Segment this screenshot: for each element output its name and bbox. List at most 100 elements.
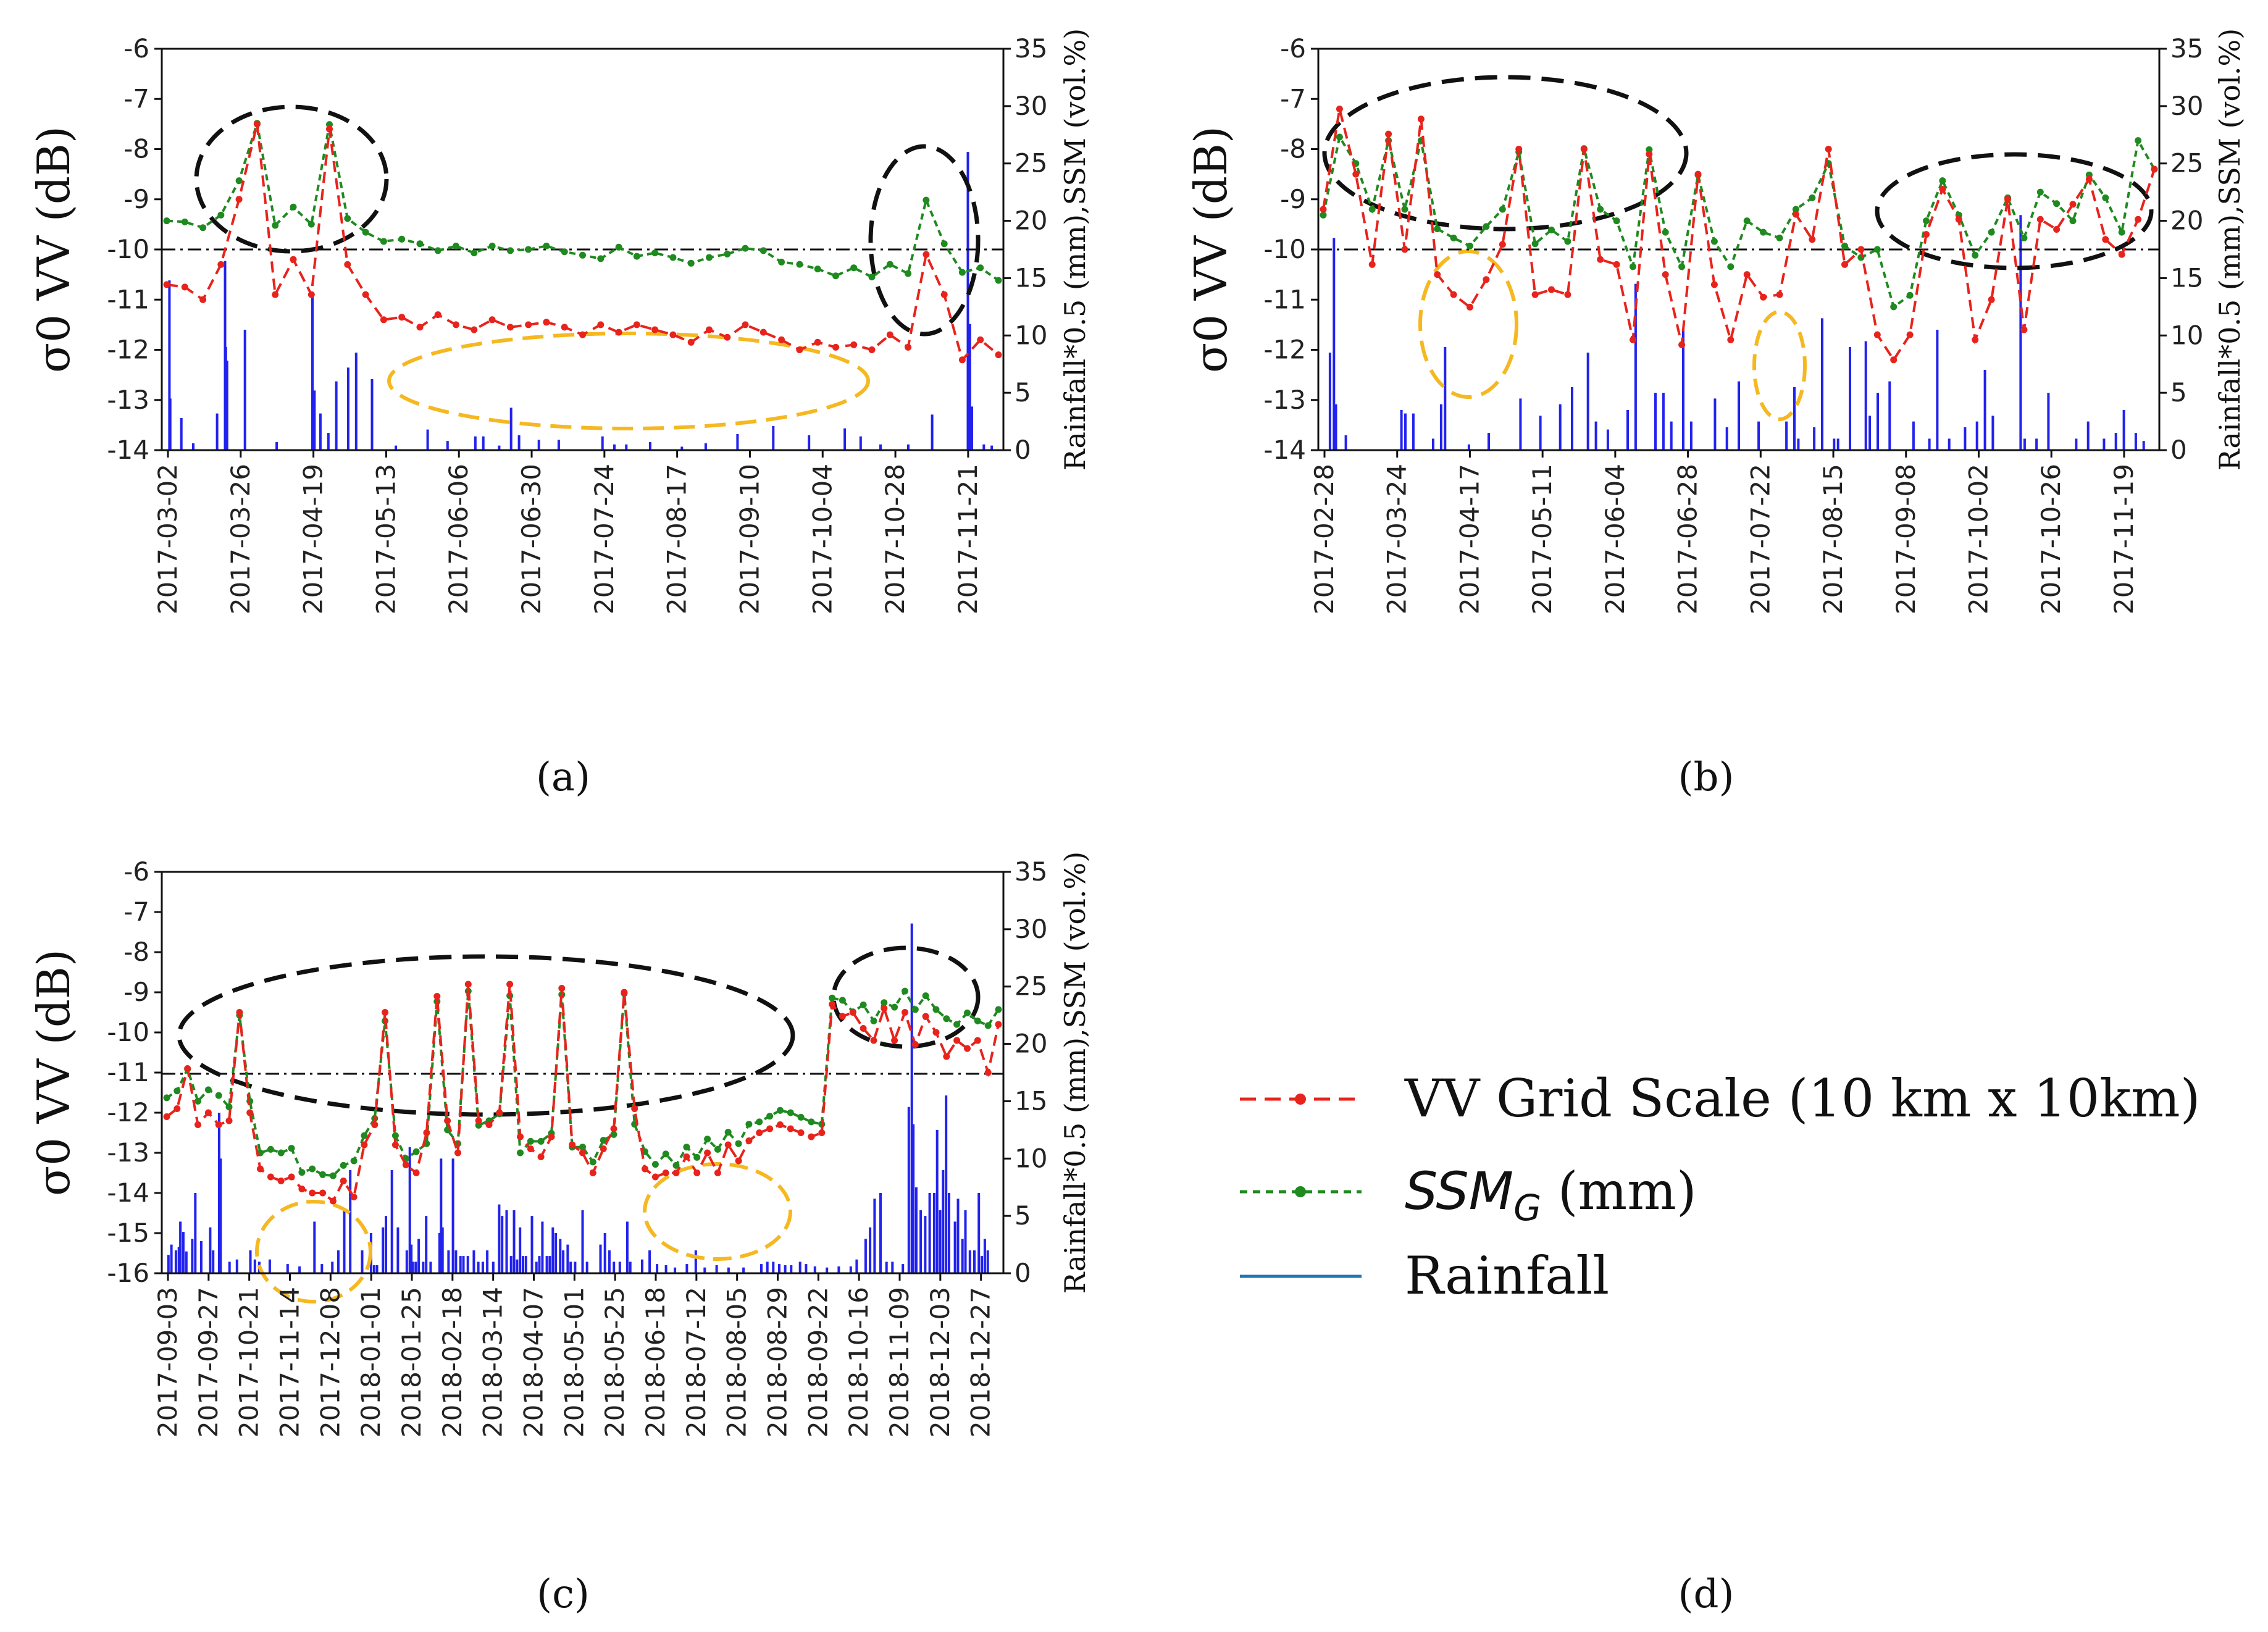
y-tick-label: -10 [107,234,149,264]
ssm-point [706,254,713,261]
vv-point [1467,303,1473,311]
rainfall-bar [907,1107,910,1273]
rainfall-bar [313,1221,316,1273]
ssm-point [181,218,188,225]
ssm-point [434,247,441,254]
rainfall-bar [1654,393,1657,450]
rainfall-bar [826,1267,829,1273]
rainfall-bar [1662,393,1665,450]
vv-point [1320,206,1327,213]
rainfall-bar [727,1267,730,1273]
y2-tick-label: 20 [1015,206,1047,236]
rainfall-bar [1714,398,1717,450]
vv-point [631,1105,638,1112]
rainfall-bar [935,1129,939,1273]
ssm-point [714,1145,721,1153]
rainfall-bar [772,426,775,450]
rainfall-bar [354,353,358,450]
rainfall-bar [601,436,604,450]
rainfall-bar [179,1221,182,1273]
ssm-point [350,1157,358,1165]
panel-b-vv [1320,106,2158,364]
rainfall-bar [320,1264,324,1273]
vv-point [257,1165,264,1173]
vv-point [309,1189,316,1197]
ssm-point [1434,225,1441,233]
ssm-point [199,224,207,232]
y2-tick-label: 20 [1015,1029,1047,1059]
vv-point [308,291,315,298]
rainfall-bar [1334,404,1337,450]
ssm-point [683,1144,690,1151]
rainfall-bar [228,1262,231,1273]
rainfall-bar [953,1221,956,1273]
ssm-point [1727,263,1734,270]
vv-point [288,1173,295,1181]
x-tick-label: 2017-09-03 [153,1287,183,1437]
ssm-point [886,261,893,268]
ssm-point [1873,246,1881,253]
x-tick-label: 2018-10-16 [843,1287,874,1437]
rainfall-bar [513,1210,516,1273]
rainfall-bar [879,444,882,450]
vv-point [361,1141,368,1149]
rainfall-bar [422,1262,425,1273]
ssm-point [1613,217,1620,225]
ssm-point [1776,234,1783,241]
vv-point [735,1157,742,1165]
x-tick-label: 2017-10-21 [234,1287,264,1437]
rainfall-bar [414,1262,417,1273]
ssm-point [1939,177,1946,185]
ssm-point [850,264,858,272]
orange-ellipse [643,1162,792,1261]
ssm-point [745,1121,753,1128]
rainfall-bar [275,442,278,450]
rainfall-bar [613,444,616,450]
ssm-line [1322,133,2156,309]
ssm-point [633,253,640,260]
rainfall-bar [505,1210,508,1273]
rainfall-bar [519,1227,522,1273]
y-tick-label: -10 [107,1017,149,1047]
rainfall-bar [212,1250,215,1273]
vv-point [1743,271,1751,278]
rainfall-bar [919,1210,923,1273]
rainfall-bar [466,1256,469,1273]
rainfall-bar [2019,215,2022,450]
vv-point [1857,246,1865,253]
panel-a-caption: (a) [536,755,590,800]
rainfall-bar [481,1262,484,1273]
rainfall-bar [191,1239,194,1273]
panel-b: -6 -7 -8 -9 -10 -11 -12 -13 -14 35 30 25 20 15 10 5 0 201… [1185,28,2246,800]
y-tick-label: -6 [123,33,149,64]
rainfall-bar [498,1204,501,1273]
ssm-point [1841,242,1848,249]
rainfall-bar [928,1193,931,1273]
panel-a-ssm [163,120,1002,284]
rainfall-bar [2075,438,2078,450]
ssm-point [1760,228,1767,236]
vv-point [651,326,659,333]
rainfall-bar [1964,427,1967,450]
rainfall-bar [641,1259,643,1273]
x-tick-label: 2017-02-28 [1309,464,1339,614]
vv-point [371,1121,379,1128]
vv-point [215,1121,222,1128]
ssm-point [932,1006,940,1013]
vv-point [964,1045,971,1052]
y2-tick-label: 30 [1015,91,1047,121]
vv-point [272,291,279,298]
ssm-point [1678,263,1686,270]
rainfall-bar [2047,393,2050,450]
rainfall-bar [319,413,322,450]
rainfall-bar [1868,416,1872,450]
vv-point [267,1173,274,1181]
vv-point [453,321,459,328]
ssm-point [329,1172,337,1179]
ssm-point [215,1092,222,1099]
y-tick-label: -13 [107,385,149,415]
x-tick-label: 2018-01-01 [356,1287,386,1437]
vv-point [402,1161,409,1168]
ssm-point [922,992,929,1000]
ssm-point [235,177,243,185]
